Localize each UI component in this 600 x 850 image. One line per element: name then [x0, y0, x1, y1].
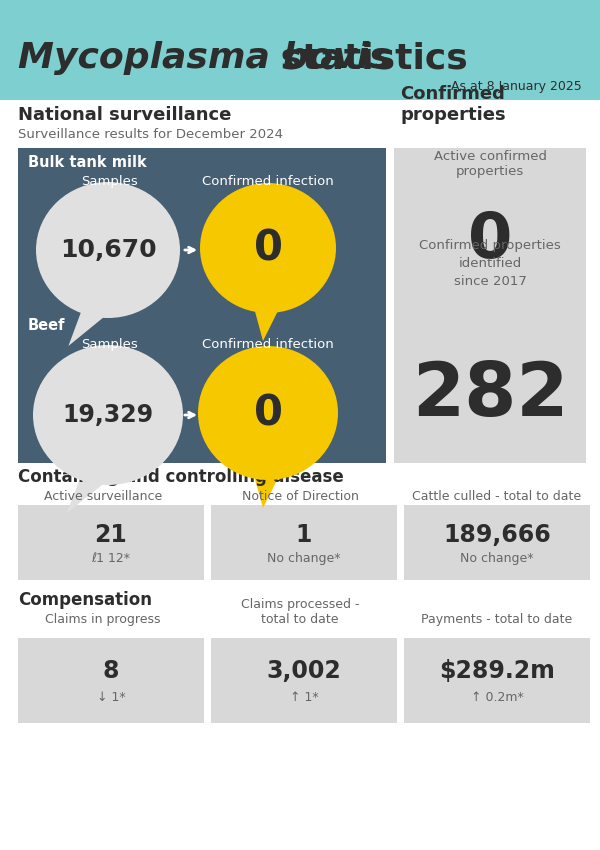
- FancyBboxPatch shape: [404, 638, 590, 723]
- Text: Active surveillance: Active surveillance: [44, 490, 162, 503]
- Ellipse shape: [198, 346, 338, 480]
- Ellipse shape: [36, 182, 180, 318]
- Text: Surveillance results for December 2024: Surveillance results for December 2024: [18, 128, 283, 141]
- Text: 19,329: 19,329: [62, 403, 154, 427]
- Polygon shape: [68, 298, 115, 346]
- FancyBboxPatch shape: [404, 505, 590, 580]
- FancyBboxPatch shape: [18, 505, 204, 580]
- Text: Samples: Samples: [82, 338, 139, 351]
- Text: As at 8 January 2025: As at 8 January 2025: [451, 80, 582, 93]
- Text: Claims in progress: Claims in progress: [45, 613, 161, 626]
- Text: No change*: No change*: [460, 552, 534, 565]
- Polygon shape: [251, 463, 286, 508]
- Text: Confirmed
properties: Confirmed properties: [400, 85, 506, 124]
- Text: 8: 8: [103, 659, 119, 683]
- FancyBboxPatch shape: [0, 0, 600, 100]
- Text: ↑ 0.2m*: ↑ 0.2m*: [470, 691, 523, 704]
- Text: Samples: Samples: [82, 175, 139, 188]
- Text: Confirmed infection: Confirmed infection: [202, 338, 334, 351]
- Text: 10,670: 10,670: [59, 238, 157, 262]
- FancyBboxPatch shape: [18, 148, 386, 463]
- Text: 189,666: 189,666: [443, 523, 551, 547]
- Text: ℓ1 12*: ℓ1 12*: [91, 552, 131, 565]
- Text: ↓ 1*: ↓ 1*: [97, 691, 125, 704]
- Text: 3,002: 3,002: [266, 659, 341, 683]
- Ellipse shape: [33, 345, 183, 485]
- FancyBboxPatch shape: [211, 638, 397, 723]
- Text: ↑ 1*: ↑ 1*: [290, 691, 319, 704]
- Polygon shape: [251, 297, 285, 341]
- Text: National surveillance: National surveillance: [18, 106, 232, 124]
- Ellipse shape: [200, 183, 336, 313]
- Text: Cattle culled - total to date: Cattle culled - total to date: [412, 490, 581, 503]
- Text: Bulk tank milk: Bulk tank milk: [28, 155, 147, 170]
- Text: Compensation: Compensation: [18, 591, 152, 609]
- Text: Confirmed infection: Confirmed infection: [202, 175, 334, 188]
- Text: Claims processed -
total to date: Claims processed - total to date: [241, 598, 359, 626]
- Text: Payments - total to date: Payments - total to date: [421, 613, 572, 626]
- Text: Confirmed properties
identified
since 2017: Confirmed properties identified since 20…: [419, 239, 561, 288]
- Text: 1: 1: [296, 523, 312, 547]
- Text: 282: 282: [412, 359, 568, 432]
- Text: 0: 0: [468, 209, 512, 271]
- Text: 0: 0: [254, 227, 283, 269]
- Text: statistics: statistics: [268, 41, 468, 75]
- FancyBboxPatch shape: [18, 638, 204, 723]
- Text: Beef: Beef: [28, 318, 65, 333]
- FancyBboxPatch shape: [0, 100, 600, 850]
- Text: $289.2m: $289.2m: [439, 659, 555, 683]
- Polygon shape: [67, 464, 115, 513]
- Text: Active confirmed
properties: Active confirmed properties: [433, 150, 547, 178]
- Text: Notice of Direction: Notice of Direction: [242, 490, 358, 503]
- Text: No change*: No change*: [267, 552, 341, 565]
- Text: 21: 21: [95, 523, 127, 547]
- Text: 0: 0: [254, 392, 283, 434]
- Text: Mycoplasma bovis: Mycoplasma bovis: [18, 41, 391, 75]
- FancyBboxPatch shape: [211, 505, 397, 580]
- FancyBboxPatch shape: [394, 148, 586, 463]
- Text: Containing and controlling disease: Containing and controlling disease: [18, 468, 344, 486]
